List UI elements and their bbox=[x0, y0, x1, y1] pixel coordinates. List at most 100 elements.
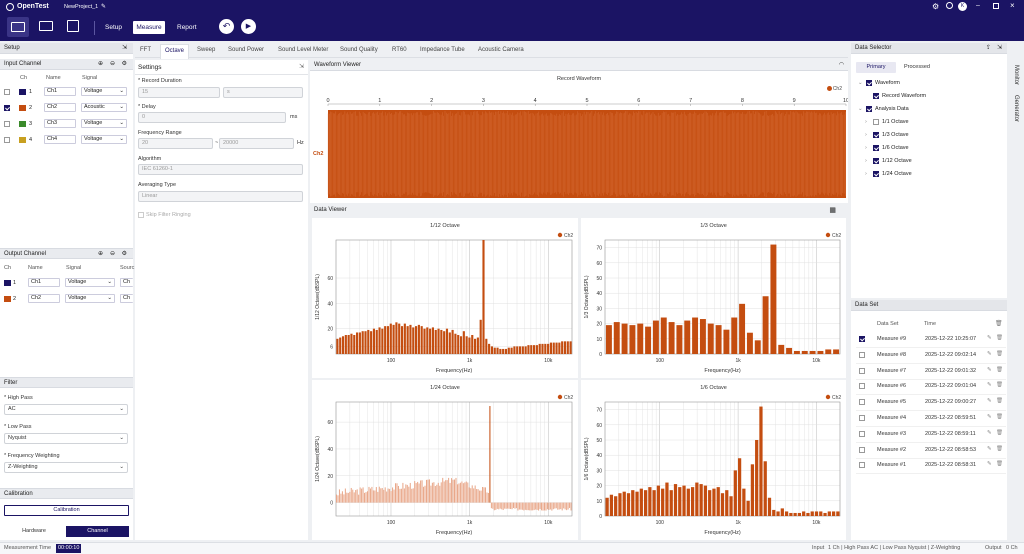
tab-acoustic-camera[interactable]: Acoustic Camera bbox=[478, 47, 524, 53]
data-set-checkbox[interactable] bbox=[859, 430, 865, 437]
delete-icon[interactable]: 🗑 bbox=[996, 335, 1003, 341]
tab-fft[interactable]: FFT bbox=[140, 47, 151, 53]
record-duration-input[interactable]: 15 bbox=[138, 87, 220, 98]
report-button[interactable]: Report bbox=[177, 24, 197, 31]
data-set-row[interactable]: Measure #7 2025-12-22 09:01:32 ✎ 🗑 bbox=[856, 364, 1006, 380]
bell-icon[interactable] bbox=[946, 2, 953, 9]
settings-icon[interactable]: ⚙ bbox=[121, 61, 127, 67]
channel-signal-select[interactable]: Voltage ⌄ bbox=[81, 135, 127, 144]
tab-processed[interactable]: Processed bbox=[904, 64, 930, 70]
grid-layout-icon[interactable]: ▦ bbox=[829, 207, 836, 214]
delete-icon[interactable]: 🗑 bbox=[996, 366, 1003, 373]
channel-name-input[interactable]: Ch4 bbox=[44, 135, 76, 144]
monitor-icon[interactable] bbox=[39, 21, 53, 31]
high-pass-select[interactable]: AC ⌄ bbox=[4, 404, 128, 415]
edit-icon[interactable]: ✎ bbox=[987, 398, 992, 405]
data-set-checkbox[interactable] bbox=[859, 351, 865, 358]
data-set-checkbox[interactable] bbox=[859, 399, 865, 406]
tree-item[interactable]: 1/12 Octave bbox=[882, 158, 912, 164]
edit-icon[interactable]: ✎ bbox=[987, 445, 992, 452]
maximize-icon[interactable] bbox=[993, 3, 999, 9]
chevron-icon[interactable]: ⌄ bbox=[858, 106, 863, 112]
collapse-icon[interactable]: ⇲ bbox=[996, 45, 1002, 51]
tree-item[interactable]: 1/24 Octave bbox=[882, 171, 912, 177]
output-signal-select[interactable]: Voltage ⌄ bbox=[65, 278, 115, 287]
tab-sweep[interactable]: Sweep bbox=[197, 47, 216, 53]
data-set-checkbox[interactable] bbox=[859, 415, 865, 421]
chevron-icon[interactable]: › bbox=[865, 171, 867, 177]
data-set-row[interactable]: Measure #5 2025-12-22 09:00:27 ✎ 🗑 bbox=[856, 395, 1006, 412]
tree-checkbox[interactable] bbox=[873, 145, 879, 151]
output-signal-select[interactable]: Voltage ⌄ bbox=[65, 294, 115, 303]
data-set-checkbox[interactable] bbox=[859, 383, 865, 390]
delete-icon[interactable]: 🗑 bbox=[996, 398, 1003, 405]
gear-icon[interactable]: ⚙ bbox=[932, 2, 940, 11]
data-set-row[interactable]: Measure #1 2025-12-22 08:58:31 ✎ 🗑 bbox=[856, 458, 1006, 475]
add-output-icon[interactable]: ⊕ bbox=[97, 251, 103, 257]
delete-icon[interactable]: 🗑 bbox=[996, 382, 1003, 389]
settings-collapse-icon[interactable]: ⇲ bbox=[298, 64, 304, 70]
input-channel-checkbox[interactable] bbox=[4, 121, 10, 127]
calibration-button[interactable]: Calibration bbox=[4, 505, 129, 516]
tree-item[interactable]: Record Waveform bbox=[882, 93, 927, 99]
algorithm-select[interactable]: IEC 61260-1 bbox=[138, 164, 303, 175]
tab-octave[interactable]: Octave bbox=[160, 44, 190, 59]
close-icon[interactable]: × bbox=[1010, 1, 1015, 10]
tree-checkbox[interactable] bbox=[866, 80, 872, 86]
tree-checkbox[interactable] bbox=[873, 158, 879, 164]
data-set-row[interactable]: Measure #9 2025-12-22 10:25:07 ✎ 🗑 bbox=[856, 332, 1006, 348]
export-icon[interactable]: ⇪ bbox=[985, 45, 991, 51]
channel-name-input[interactable]: Ch2 bbox=[44, 103, 76, 112]
edit-icon[interactable]: ✎ bbox=[987, 461, 992, 468]
channel-signal-select[interactable]: Voltage ⌄ bbox=[81, 119, 127, 128]
tab-sound-power[interactable]: Sound Power bbox=[228, 47, 265, 53]
averaging-select[interactable]: Linear bbox=[138, 191, 303, 202]
data-set-row[interactable]: Measure #8 2025-12-22 09:02:14 ✎ 🗑 bbox=[856, 348, 1006, 364]
data-set-checkbox[interactable] bbox=[859, 462, 865, 469]
output-color-swatch[interactable] bbox=[4, 280, 11, 286]
tree-checkbox[interactable] bbox=[866, 106, 872, 112]
hardware-tab[interactable]: Hardware bbox=[22, 528, 46, 534]
data-set-checkbox[interactable] bbox=[859, 367, 865, 374]
channel-color-swatch[interactable] bbox=[19, 137, 26, 143]
pin-icon[interactable]: ⇲ bbox=[121, 45, 127, 51]
data-set-checkbox[interactable] bbox=[859, 446, 865, 453]
hardware-icon[interactable] bbox=[7, 17, 29, 37]
chevron-icon[interactable]: ⌄ bbox=[858, 80, 863, 86]
add-channel-icon[interactable]: ⊕ bbox=[97, 61, 103, 67]
tree-item[interactable]: 1/1 Octave bbox=[882, 119, 909, 125]
tree-checkbox[interactable] bbox=[873, 119, 879, 125]
delete-icon[interactable]: 🗑 bbox=[996, 350, 1003, 357]
input-channel-checkbox[interactable] bbox=[4, 105, 10, 111]
tab-sound-quality[interactable]: Sound Quality bbox=[340, 47, 378, 53]
data-set-checkbox[interactable] bbox=[859, 336, 865, 342]
edit-icon[interactable]: ✎ bbox=[987, 335, 992, 341]
skip-filter-checkbox[interactable] bbox=[138, 212, 144, 218]
side-tab-monitor[interactable]: Monitor bbox=[1013, 65, 1019, 86]
minimize-icon[interactable]: – bbox=[976, 2, 980, 9]
tab-rt60[interactable]: RT60 bbox=[392, 47, 407, 53]
channel-color-swatch[interactable] bbox=[19, 89, 26, 95]
tree-checkbox[interactable] bbox=[873, 132, 879, 138]
channel-color-swatch[interactable] bbox=[19, 121, 26, 127]
delay-input[interactable]: 0 bbox=[138, 112, 286, 123]
record-icon[interactable]: ▶ bbox=[241, 19, 256, 34]
output-settings-icon[interactable]: ⚙ bbox=[121, 251, 127, 257]
channel-name-input[interactable]: Ch1 bbox=[44, 87, 76, 96]
output-name-input[interactable]: Ch1 bbox=[28, 278, 60, 287]
output-name-input[interactable]: Ch2 bbox=[28, 294, 60, 303]
output-color-swatch[interactable] bbox=[4, 296, 11, 302]
project-name[interactable]: NewProject_1 bbox=[64, 4, 99, 10]
chevron-icon[interactable]: › bbox=[865, 158, 867, 164]
output-source-select[interactable]: Ch bbox=[120, 294, 133, 303]
edit-icon[interactable]: ✎ bbox=[987, 414, 992, 420]
remove-output-icon[interactable]: ⊖ bbox=[109, 251, 115, 257]
undo-icon[interactable]: ↶ bbox=[219, 19, 234, 34]
tab-primary[interactable]: Primary bbox=[856, 62, 896, 73]
edit-icon[interactable]: ✎ bbox=[987, 366, 992, 373]
channel-tab[interactable]: Channel bbox=[66, 526, 129, 537]
remove-channel-icon[interactable]: ⊖ bbox=[109, 61, 115, 67]
data-set-row[interactable]: Measure #6 2025-12-22 09:01:04 ✎ 🗑 bbox=[856, 379, 1006, 396]
data-set-row[interactable]: Measure #4 2025-12-22 08:59:51 ✎ 🗑 bbox=[856, 411, 1006, 427]
edit-icon[interactable]: ✎ bbox=[101, 4, 107, 10]
